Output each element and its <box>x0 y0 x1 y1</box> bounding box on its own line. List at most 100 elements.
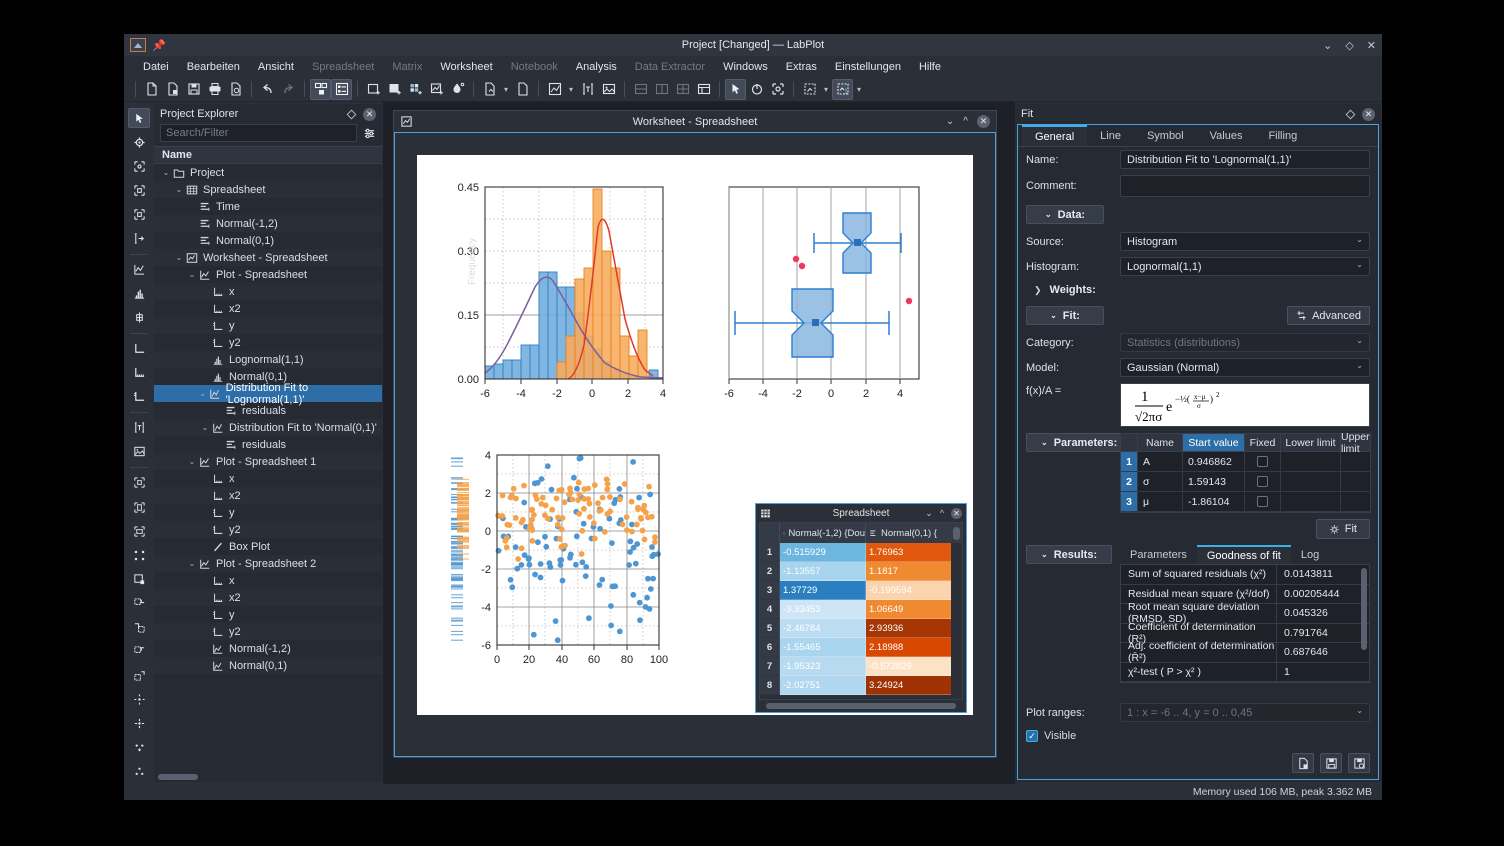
spreadsheet-grid[interactable]: Normal(-1,2) {Dou Normal(0,1) { <box>759 522 963 700</box>
spreadsheet-row[interactable]: 7 -1.95323 -0.572829 <box>760 657 962 676</box>
param-upper-limit[interactable] <box>1341 452 1370 472</box>
parameter-row[interactable]: 3 μ -1.86104 <box>1121 492 1370 512</box>
spreadsheet-row[interactable]: 3 1.37729 -0.199594 <box>760 581 962 600</box>
minimize-button[interactable]: ⌄ <box>1323 39 1333 52</box>
param-upper-limit[interactable] <box>1341 492 1370 512</box>
parameter-row[interactable]: 2 σ 1.59143 <box>1121 472 1370 492</box>
param-lower-limit[interactable] <box>1281 452 1341 472</box>
plot-range-1-icon[interactable]: 1 <box>832 78 853 100</box>
tree-item-plot-spreadsheet-1[interactable]: ⌄ Plot - Spreadsheet 1 <box>154 453 382 470</box>
visible-checkbox[interactable]: ✓ <box>1026 730 1038 742</box>
menu-windows[interactable]: Windows <box>723 60 768 73</box>
cell-a[interactable]: -3.33453 <box>780 600 866 619</box>
insert-column-icon[interactable] <box>128 229 150 249</box>
chevron-down-icon[interactable]: ⌄ <box>188 457 196 466</box>
visible-row[interactable]: ✓ Visible <box>1018 725 1378 747</box>
tree-item-box-plot[interactable]: Box Plot <box>154 538 382 555</box>
scatter-plot[interactable]: 420 -2-4-6 <box>433 433 683 673</box>
tree-item-normal-1-2[interactable]: Normal(-1,2) <box>154 640 382 657</box>
tree-item-distribution-fit-to-lognormal-1-1[interactable]: ⌄ Distribution Fit to 'Lognormal(1,1)' <box>154 382 382 406</box>
cell-b[interactable]: 2.18988 <box>866 638 951 657</box>
layout-dropdown-icon[interactable]: ▾ <box>823 84 828 94</box>
cell-b[interactable]: -0.199594 <box>866 581 951 600</box>
spreadsheet-row[interactable]: 1 -0.515929 1.76963 <box>760 543 962 562</box>
param-fixed-checkbox[interactable] <box>1257 496 1268 507</box>
align-left-icon[interactable] <box>128 473 150 493</box>
search-input[interactable]: Search/Filter <box>160 124 357 142</box>
spreadsheet-minimize[interactable]: ⌄ <box>925 507 933 518</box>
tree-item-normal-1-2[interactable]: Normal(-1,2) <box>154 215 382 232</box>
new-project-icon[interactable] <box>141 79 162 100</box>
float-dock-icon[interactable] <box>346 109 357 119</box>
saveas-icon[interactable] <box>1348 753 1370 773</box>
fit-section-toggle[interactable]: ⌄ Fit: <box>1026 306 1104 325</box>
cell-b[interactable]: 2.93936 <box>866 619 951 638</box>
rtab-goodness[interactable]: Goodness of fit <box>1196 545 1291 564</box>
tab-line[interactable]: Line <box>1100 129 1121 142</box>
tab-symbol[interactable]: Symbol <box>1146 129 1184 142</box>
spreadsheet-row[interactable]: 2 -1.13557 1.1817 <box>760 562 962 581</box>
align-right-icon[interactable] <box>128 521 150 541</box>
new-notebook-icon[interactable] <box>447 79 468 100</box>
center-horizontal-icon[interactable] <box>128 714 150 734</box>
tree-item-x[interactable]: x <box>154 572 382 589</box>
bring-forward-icon[interactable] <box>128 593 150 613</box>
parameters-section-toggle[interactable]: ⌄ Parameters: <box>1026 433 1133 452</box>
param-lower-limit[interactable] <box>1281 472 1341 492</box>
fit-float-icon[interactable] <box>1345 109 1356 119</box>
param-fixed-cell[interactable] <box>1245 472 1281 492</box>
project-tree[interactable]: ⌄ Project ⌄ Spreadsheet Time Normal(-1,2) Norm… <box>154 164 382 772</box>
tree-item-normal-0-1[interactable]: Normal(0,1) <box>154 657 382 674</box>
cell-a[interactable]: -1.13557 <box>780 562 866 581</box>
param-fixed-cell[interactable] <box>1245 452 1281 472</box>
distribute-vertical-icon[interactable] <box>128 762 150 782</box>
move-up-icon[interactable] <box>128 641 150 661</box>
chevron-down-icon[interactable]: ⌄ <box>188 270 196 279</box>
histogram-select[interactable]: Lognormal(1,1) ⌄ <box>1120 257 1370 276</box>
menu-analysis[interactable]: Analysis <box>575 60 617 73</box>
box-plot[interactable]: -6 -4 -2 0 2 4 <box>709 165 939 405</box>
tree-item-normal-0-1[interactable]: Normal(0,1) <box>154 232 382 249</box>
add-plot-area-icon[interactable] <box>128 180 150 200</box>
results-section-toggle[interactable]: ⌄ Results: <box>1026 545 1113 564</box>
tree-item-plot-spreadsheet[interactable]: ⌄ Plot - Spreadsheet <box>154 266 382 283</box>
worksheet-canvas[interactable]: 0.45 0.30 0.15 0.00 Frequency <box>394 132 996 757</box>
send-backward-icon[interactable] <box>128 617 150 637</box>
goodness-table[interactable]: Sum of squared residuals (χ²) 0.0143811 Re… <box>1120 564 1370 683</box>
save-icon[interactable] <box>1320 753 1342 773</box>
param-start-value[interactable]: 0.946862 <box>1183 452 1245 472</box>
select-cursor-icon[interactable] <box>725 78 746 100</box>
cell-b[interactable]: 1.76963 <box>866 543 951 562</box>
new-folder-icon[interactable] <box>363 79 384 100</box>
fit-button[interactable]: Fit <box>1315 519 1370 539</box>
add-text-label-icon[interactable] <box>577 79 598 100</box>
crosshair-icon[interactable] <box>767 79 788 100</box>
save-project-icon[interactable] <box>183 79 204 100</box>
name-input[interactable]: Distribution Fit to 'Lognormal(1,1)' <box>1120 150 1370 169</box>
model-select[interactable]: Gaussian (Normal) ⌄ <box>1120 358 1370 377</box>
histogram-icon[interactable] <box>128 284 150 304</box>
menu-extras[interactable]: Extras <box>785 60 817 73</box>
open-project-icon[interactable] <box>162 79 183 100</box>
cell-a[interactable]: -1.95323 <box>780 657 866 676</box>
cell-a[interactable]: -2.02751 <box>780 676 866 695</box>
rtab-parameters[interactable]: Parameters <box>1130 548 1187 561</box>
tab-filling[interactable]: Filling <box>1268 129 1298 142</box>
print-preview-icon[interactable] <box>225 79 246 100</box>
new-matrix-icon[interactable] <box>405 79 426 100</box>
new-spreadsheet-icon[interactable] <box>384 79 405 100</box>
menu-bearbeiten[interactable]: Bearbeiten <box>186 60 240 73</box>
tab-values[interactable]: Values <box>1209 129 1243 142</box>
tree-item-x[interactable]: x <box>154 283 382 300</box>
histogram-plot[interactable]: 0.45 0.30 0.15 0.00 Frequency <box>427 165 697 405</box>
chevron-down-icon[interactable]: ⌄ <box>175 185 183 194</box>
tree-item-x2[interactable]: x2 <box>154 589 382 606</box>
axis-ticks-icon[interactable] <box>128 363 150 383</box>
tree-item-x[interactable]: x <box>154 470 382 487</box>
chevron-down-icon[interactable]: ⌄ <box>188 559 196 568</box>
menu-datei[interactable]: Datei <box>143 60 169 73</box>
plot-area-icon[interactable] <box>544 79 565 100</box>
param-fixed-checkbox[interactable] <box>1257 476 1268 487</box>
import-dropdown-icon[interactable]: ▾ <box>503 84 508 94</box>
close-button[interactable]: ✕ <box>1366 39 1376 52</box>
